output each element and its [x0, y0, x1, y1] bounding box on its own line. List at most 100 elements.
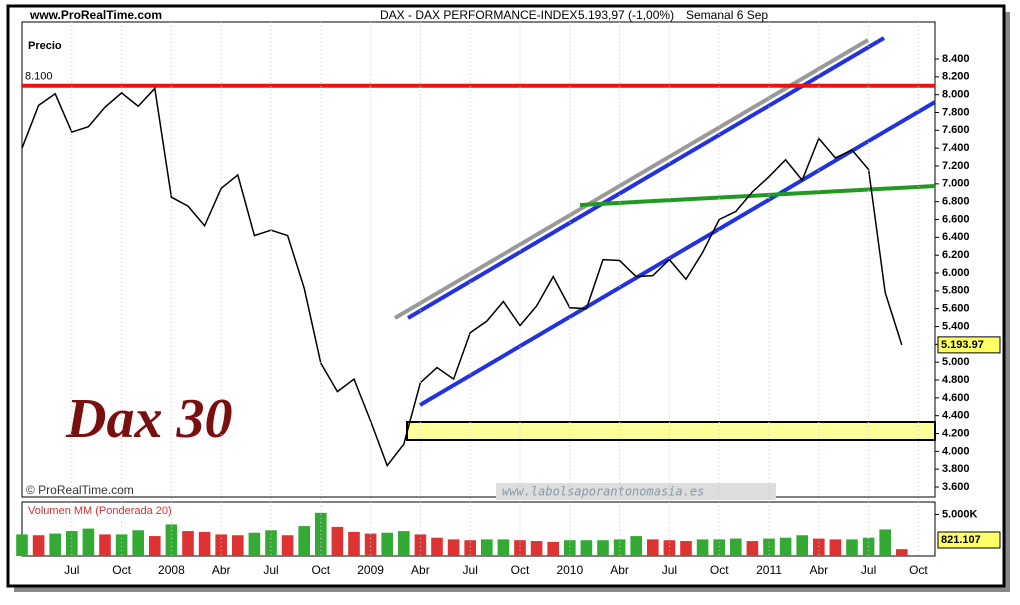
- volume-bar: [215, 534, 228, 556]
- volume-bar: [397, 531, 410, 556]
- trend-line: [579, 184, 936, 207]
- volume-bar: [82, 528, 95, 556]
- volume-bar: [646, 539, 659, 556]
- volume-bar: [148, 536, 161, 556]
- last-value-box: [937, 336, 1001, 354]
- volume-bar: [563, 540, 576, 556]
- y-tick-label: 8.000: [942, 89, 970, 101]
- period: Semanal 6 Sep: [686, 8, 768, 22]
- x-tick-label: 2008: [158, 563, 185, 577]
- volume-bar: [65, 531, 78, 556]
- volume-bar: [580, 540, 593, 556]
- volume-bar: [32, 535, 45, 556]
- y-tick-label: 3.600: [942, 481, 970, 493]
- last-value-box: [937, 531, 1001, 549]
- x-tick-label: 2011: [756, 563, 782, 577]
- x-tick-label: Oct: [909, 563, 928, 577]
- x-tick-label: Jul: [263, 563, 278, 577]
- x-tick-label: Abr: [809, 563, 828, 577]
- y-tick-label: 7.600: [942, 124, 970, 136]
- trend-line: [418, 100, 937, 407]
- watermark: Dax 30: [65, 388, 232, 450]
- x-tick-label: Jul: [662, 563, 677, 577]
- price-panel: [21, 21, 936, 498]
- volume-bar: [99, 534, 111, 556]
- y-tick-label: 4.200: [942, 427, 970, 439]
- x-tick-label: Jul: [861, 563, 876, 577]
- volume-bar: [514, 540, 526, 556]
- volume-bar: [331, 526, 344, 556]
- level-label: 8.100: [25, 71, 53, 83]
- y-tick-label: 5.400: [942, 320, 970, 332]
- y-tick-label: 4.800: [942, 374, 970, 386]
- volume-bar: [132, 530, 145, 556]
- x-tick-label: Oct: [511, 563, 530, 577]
- volume-bar: [746, 541, 759, 556]
- volume-bar: [414, 534, 427, 556]
- copyright: © ProRealTime.com: [26, 483, 134, 497]
- volume-bar: [530, 541, 543, 556]
- y-tick-label: 6.400: [942, 231, 970, 243]
- site: www.ProRealTime.com: [29, 8, 162, 22]
- volume-bar: [497, 539, 510, 556]
- y-tick-label: 7.400: [942, 142, 970, 154]
- website: www.labolsaporantonomasia.es: [502, 485, 704, 499]
- volume-bar: [729, 538, 742, 556]
- x-tick-label: Oct: [710, 563, 729, 577]
- x-tick-label: 2010: [556, 563, 583, 577]
- volume-bar: [663, 540, 676, 556]
- support-zone: [406, 421, 936, 441]
- y-tick-label: 6.200: [942, 249, 970, 261]
- y-tick-label: 5.600: [942, 303, 970, 315]
- volume-bar: [182, 531, 194, 556]
- x-tick-label: 2009: [357, 563, 384, 577]
- volume-bar: [779, 537, 792, 556]
- volume-bar: [630, 536, 643, 556]
- y-tick-label: 5.000: [942, 356, 970, 368]
- volume-bar: [265, 530, 277, 556]
- y-tick-label: 7.200: [942, 160, 970, 172]
- y-tick-label: 5.800: [942, 285, 970, 297]
- volume-bar: [381, 532, 394, 556]
- y-tick-label: 6.000: [942, 267, 970, 279]
- volume-bar: [829, 539, 842, 556]
- quote: 5.193,97 (-1,00%): [578, 8, 674, 22]
- volume-bar: [16, 534, 28, 556]
- x-tick-label: Jul: [64, 563, 79, 577]
- y-tick-label: 4.600: [942, 392, 970, 404]
- x-tick-label: Abr: [212, 563, 231, 577]
- volume-bar: [231, 535, 244, 556]
- volume-bar: [464, 540, 477, 556]
- volume-bar: [348, 531, 360, 556]
- volume-bar: [613, 539, 626, 556]
- volume-bar: [879, 529, 892, 556]
- y-tick-label: 7.800: [942, 106, 970, 118]
- panel-title: Volumen MM (Ponderada 20): [28, 505, 172, 517]
- volume-bar: [364, 533, 377, 556]
- volume-bar: [248, 532, 261, 556]
- instrument: DAX - DAX PERFORMANCE-INDEX: [380, 8, 577, 22]
- volume-bar: [895, 549, 908, 556]
- last-value-label: 821.107: [941, 534, 981, 546]
- panel-title: Precio: [28, 40, 62, 52]
- y-tick-label: 8.400: [942, 53, 970, 65]
- y-tick-label: 4.000: [942, 445, 970, 457]
- volume-bar: [281, 535, 294, 556]
- website-box: [496, 483, 776, 500]
- y-tick-label: 3.800: [942, 463, 970, 475]
- x-tick-label: Oct: [311, 563, 330, 577]
- volume-bar: [447, 539, 460, 556]
- y-tick-label: 4.400: [942, 410, 970, 422]
- y-tick-label: 6.600: [942, 213, 970, 225]
- volume-bar: [680, 541, 692, 556]
- y-tick-label: 6.800: [942, 196, 970, 208]
- y-tick-label: 7.000: [942, 178, 970, 190]
- volume-bar: [796, 535, 809, 556]
- volume-bar: [298, 526, 311, 556]
- volume-bar: [763, 538, 775, 556]
- volume-bar: [115, 534, 128, 556]
- y-tick-label: 8.200: [942, 71, 970, 83]
- volume-bar: [547, 541, 560, 556]
- volume-bar: [480, 539, 493, 556]
